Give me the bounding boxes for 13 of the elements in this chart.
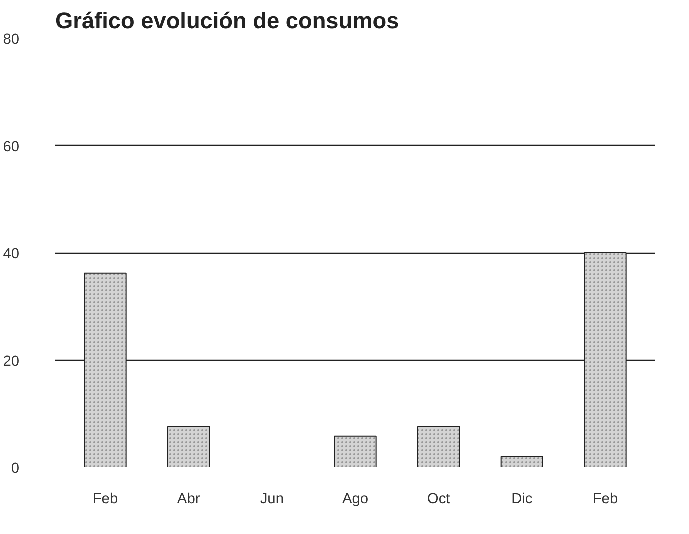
- x-tick-label: Ago: [342, 492, 369, 508]
- x-tick-label: Jun: [260, 492, 284, 508]
- y-tick-label: 60: [3, 139, 20, 156]
- y-tick-label: 20: [3, 354, 20, 370]
- y-tick-label: 40: [3, 246, 20, 262]
- x-tick-label: Dic: [512, 492, 533, 508]
- y-tick-label: 80: [3, 32, 20, 48]
- x-tick-label: Oct: [427, 492, 450, 508]
- x-tick-label: Feb: [592, 492, 618, 508]
- y-tick-label: 0: [11, 461, 20, 477]
- x-tick-label: Feb: [92, 492, 118, 508]
- x-tick-label: Abr: [177, 492, 200, 508]
- chart-title: Gráfico evolución de consumos: [56, 8, 400, 34]
